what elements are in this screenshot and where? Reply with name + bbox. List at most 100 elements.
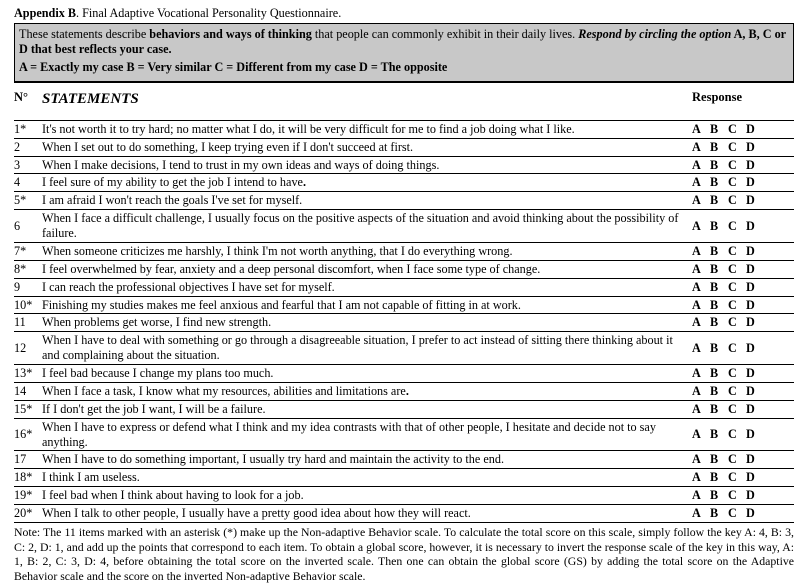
item-response-options[interactable]: ABCD (692, 242, 794, 260)
response-option[interactable]: B (710, 384, 728, 399)
response-option[interactable]: D (746, 402, 764, 417)
response-option[interactable]: A (692, 244, 710, 259)
item-response-options[interactable]: ABCD (692, 505, 794, 523)
item-response-options[interactable]: ABCD (692, 192, 794, 210)
response-option[interactable]: A (692, 262, 710, 277)
item-response-options[interactable]: ABCD (692, 120, 794, 138)
item-response-options[interactable]: ABCD (692, 400, 794, 418)
response-option[interactable]: D (746, 427, 764, 442)
response-option[interactable]: D (746, 219, 764, 234)
response-option[interactable]: B (710, 427, 728, 442)
response-option[interactable]: A (692, 175, 710, 190)
response-option[interactable]: B (710, 488, 728, 503)
item-response-options[interactable]: ABCD (692, 382, 794, 400)
response-option[interactable]: A (692, 488, 710, 503)
response-option[interactable]: B (710, 280, 728, 295)
response-option[interactable]: D (746, 244, 764, 259)
response-option[interactable]: D (746, 315, 764, 330)
response-option[interactable]: B (710, 452, 728, 467)
response-option[interactable]: B (710, 175, 728, 190)
response-option[interactable]: A (692, 402, 710, 417)
item-response-options[interactable]: ABCD (692, 138, 794, 156)
response-option[interactable]: B (710, 402, 728, 417)
response-option[interactable]: D (746, 452, 764, 467)
response-option[interactable]: A (692, 122, 710, 137)
response-option[interactable]: C (728, 280, 746, 295)
response-option[interactable]: B (710, 140, 728, 155)
response-option[interactable]: C (728, 366, 746, 381)
response-option[interactable]: C (728, 470, 746, 485)
response-option[interactable]: B (710, 122, 728, 137)
item-response-options[interactable]: ABCD (692, 487, 794, 505)
item-response-options[interactable]: ABCD (692, 260, 794, 278)
item-response-options[interactable]: ABCD (692, 296, 794, 314)
response-option[interactable]: C (728, 193, 746, 208)
response-option[interactable]: B (710, 298, 728, 313)
response-option[interactable]: C (728, 341, 746, 356)
response-option[interactable]: B (710, 506, 728, 521)
response-option[interactable]: C (728, 506, 746, 521)
response-option[interactable]: C (728, 452, 746, 467)
response-option[interactable]: D (746, 175, 764, 190)
response-option[interactable]: C (728, 298, 746, 313)
response-option[interactable]: C (728, 219, 746, 234)
item-response-options[interactable]: ABCD (692, 210, 794, 243)
response-option[interactable]: B (710, 244, 728, 259)
response-option[interactable]: C (728, 315, 746, 330)
response-option[interactable]: A (692, 506, 710, 521)
response-option[interactable]: C (728, 140, 746, 155)
response-option[interactable]: D (746, 341, 764, 356)
response-option[interactable]: D (746, 366, 764, 381)
response-option[interactable]: A (692, 140, 710, 155)
response-option[interactable]: B (710, 219, 728, 234)
item-response-options[interactable]: ABCD (692, 174, 794, 192)
response-option[interactable]: D (746, 140, 764, 155)
response-option[interactable]: A (692, 366, 710, 381)
response-option[interactable]: A (692, 384, 710, 399)
response-option[interactable]: A (692, 452, 710, 467)
response-option[interactable]: C (728, 244, 746, 259)
response-option[interactable]: D (746, 470, 764, 485)
response-option[interactable]: B (710, 158, 728, 173)
response-option[interactable]: A (692, 315, 710, 330)
response-option[interactable]: D (746, 122, 764, 137)
response-option[interactable]: B (710, 366, 728, 381)
response-option[interactable]: D (746, 193, 764, 208)
response-option[interactable]: D (746, 298, 764, 313)
response-option[interactable]: D (746, 280, 764, 295)
response-option[interactable]: A (692, 219, 710, 234)
item-response-options[interactable]: ABCD (692, 365, 794, 383)
item-response-options[interactable]: ABCD (692, 278, 794, 296)
item-response-options[interactable]: ABCD (692, 418, 794, 451)
response-option[interactable]: C (728, 488, 746, 503)
response-option[interactable]: D (746, 384, 764, 399)
response-option[interactable]: D (746, 262, 764, 277)
response-option[interactable]: C (728, 384, 746, 399)
item-response-options[interactable]: ABCD (692, 451, 794, 469)
response-option[interactable]: C (728, 402, 746, 417)
response-option[interactable]: B (710, 341, 728, 356)
response-option[interactable]: B (710, 470, 728, 485)
response-option[interactable]: A (692, 341, 710, 356)
item-response-options[interactable]: ABCD (692, 332, 794, 365)
response-option[interactable]: A (692, 280, 710, 295)
response-option[interactable]: C (728, 122, 746, 137)
response-option[interactable]: A (692, 158, 710, 173)
response-option[interactable]: B (710, 315, 728, 330)
response-option[interactable]: A (692, 470, 710, 485)
response-option[interactable]: C (728, 158, 746, 173)
response-option[interactable]: C (728, 175, 746, 190)
response-option[interactable]: A (692, 193, 710, 208)
response-option[interactable]: A (692, 298, 710, 313)
response-option[interactable]: A (692, 427, 710, 442)
response-option[interactable]: D (746, 488, 764, 503)
response-option[interactable]: C (728, 427, 746, 442)
response-option[interactable]: B (710, 193, 728, 208)
response-option[interactable]: D (746, 158, 764, 173)
response-option[interactable]: B (710, 262, 728, 277)
item-response-options[interactable]: ABCD (692, 314, 794, 332)
item-response-options[interactable]: ABCD (692, 156, 794, 174)
response-option[interactable]: C (728, 262, 746, 277)
response-option[interactable]: D (746, 506, 764, 521)
item-response-options[interactable]: ABCD (692, 469, 794, 487)
